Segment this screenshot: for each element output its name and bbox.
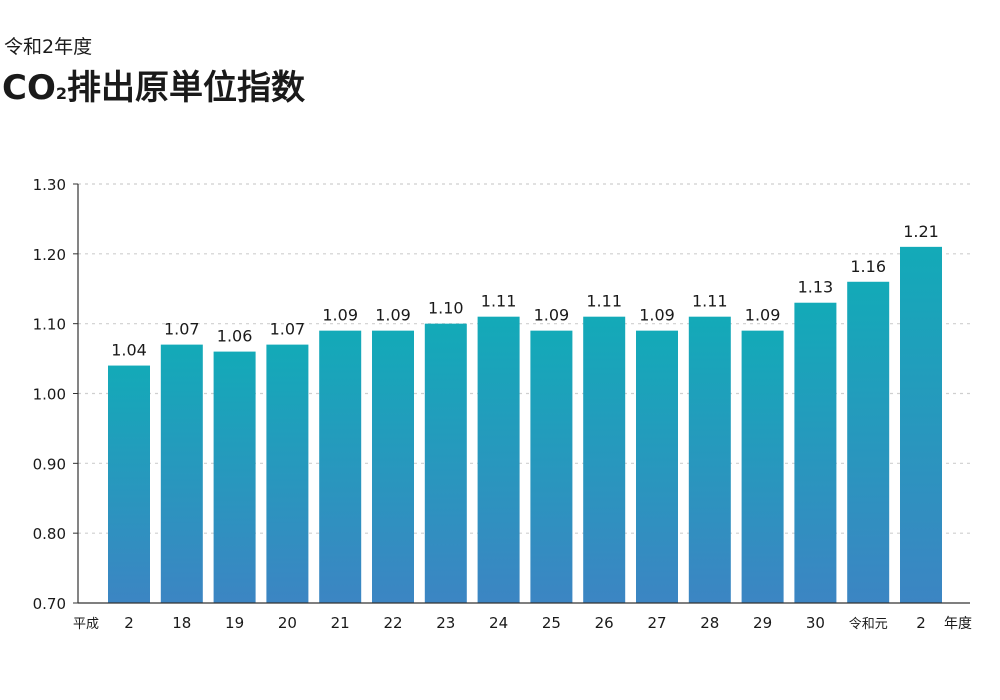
bar [266,344,309,603]
bar [688,316,731,603]
bar-value-label: 1.07 [164,320,200,339]
bar-value-label: 1.10 [428,299,464,318]
bar [794,302,837,603]
bar-value-label: 1.09 [639,306,675,325]
x-tick-label: 29 [753,614,772,632]
bar [319,330,362,603]
y-axis-ticks: 0.70 0.80 0.90 1.00 1.10 1.20 1.30 [33,176,78,613]
bar-value-label: 1.07 [270,320,306,339]
bar [372,330,414,603]
bar-value-label: 1.11 [586,292,622,311]
bar [477,316,520,603]
x-tick-label: 令和元 [849,617,888,632]
y-tick-label: 0.80 [33,525,66,543]
x-tick-label: 19 [225,614,244,632]
value-labels: 1.04 1.07 1.06 1.07 1.09 1.09 1.10 1.11 1.09 1.11… [111,222,939,360]
x-tick-label: 18 [172,614,191,632]
bar-value-label: 1.16 [850,257,886,276]
y-tick-label: 1.30 [33,176,66,194]
bar-value-label: 1.21 [903,222,939,241]
x-tick-label: 26 [595,614,614,632]
bar [108,365,150,603]
bar [636,330,678,603]
title-suffix: 排出原単位指数 [67,68,305,108]
x-tick-label: 27 [647,614,666,632]
bar [583,316,626,603]
x-tick-label: 20 [278,614,297,632]
bar [160,344,203,603]
era-label: 平成 [73,617,99,632]
bar-value-label: 1.09 [534,306,570,325]
bar-value-label: 1.11 [481,292,517,311]
x-tick-label: 25 [542,614,561,632]
x-tick-label: 30 [806,614,825,632]
title-prefix: CO [2,68,56,108]
bar-value-label: 1.13 [798,278,834,297]
chart-subtitle: 令和2年度 [4,36,93,58]
bars [108,246,942,603]
x-tick-label: 2 [916,614,926,632]
bar-value-label: 1.06 [217,327,253,346]
bar [213,351,256,603]
bar-value-label: 1.09 [375,306,411,325]
x-tick-label: 2 [124,614,134,632]
y-tick-label: 1.20 [33,246,66,264]
bar [530,330,573,603]
bar-value-label: 1.11 [692,292,728,311]
title-subscript: 2 [55,84,67,103]
bar [741,330,784,603]
x-tick-label: 22 [383,614,402,632]
x-tick-label: 23 [436,614,455,632]
x-axis-unit-label: 年度 [944,616,972,632]
x-axis-ticks: 2 18 19 20 21 22 23 24 25 26 27 28 29 30 令和元 2 [124,614,926,632]
bar [847,281,890,603]
y-tick-label: 0.70 [33,595,66,613]
y-tick-label: 0.90 [33,455,66,473]
bar-value-label: 1.09 [745,306,781,325]
x-tick-label: 24 [489,614,508,632]
x-tick-label: 21 [331,614,350,632]
bar [900,246,942,603]
bar [424,323,467,603]
chart-title: CO2排出原単位指数 [2,60,305,109]
x-tick-label: 28 [700,614,719,632]
y-tick-label: 1.10 [33,316,66,334]
y-tick-label: 1.00 [33,386,66,404]
bar-value-label: 1.04 [111,341,147,360]
bar-value-label: 1.09 [322,306,358,325]
